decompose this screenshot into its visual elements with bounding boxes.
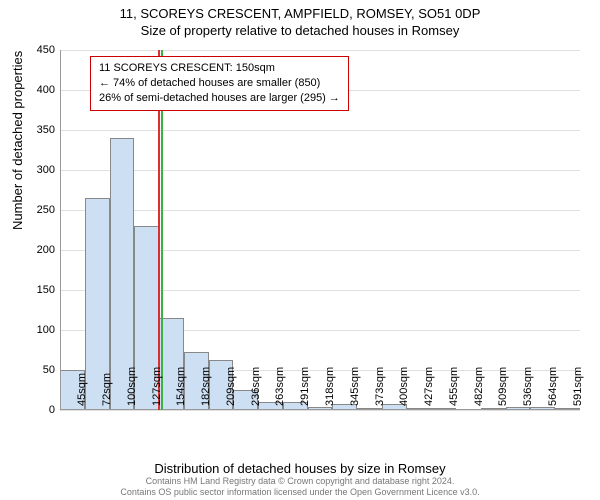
page-title: 11, SCOREYS CRESCENT, AMPFIELD, ROMSEY, …: [0, 0, 600, 21]
x-tick-label: 100sqm: [126, 367, 138, 406]
x-tick-label: 591sqm: [572, 367, 584, 406]
x-tick-label: 345sqm: [349, 367, 361, 406]
y-tick-label: 150: [25, 284, 55, 296]
y-tick-label: 250: [25, 204, 55, 216]
y-axis-line: [60, 50, 61, 410]
x-tick-label: 427sqm: [423, 367, 435, 406]
x-tick-label: 400sqm: [398, 367, 410, 406]
y-tick-label: 450: [25, 44, 55, 56]
x-tick-label: 509sqm: [497, 367, 509, 406]
x-tick-label: 482sqm: [473, 367, 485, 406]
x-tick-label: 182sqm: [200, 367, 212, 406]
x-tick-label: 45sqm: [76, 373, 88, 406]
x-tick-label: 127sqm: [151, 367, 163, 406]
y-tick-label: 0: [25, 404, 55, 416]
x-tick-label: 154sqm: [175, 367, 187, 406]
legend-line3: 26% of semi-detached houses are larger (…: [99, 91, 340, 106]
y-tick-label: 300: [25, 164, 55, 176]
y-axis-title: Number of detached properties: [10, 51, 25, 230]
x-tick-label: 455sqm: [448, 367, 460, 406]
legend-line2: ← 74% of detached houses are smaller (85…: [99, 76, 340, 91]
footer-line2: Contains OS public sector information li…: [0, 487, 600, 498]
x-tick-label: 209sqm: [225, 367, 237, 406]
y-tick-label: 350: [25, 124, 55, 136]
x-axis-line: [60, 409, 580, 410]
plot-area: 050100150200250300350400450 11 SCOREYS C…: [60, 50, 580, 410]
x-tick-label: 318sqm: [324, 367, 336, 406]
y-tick-label: 100: [25, 324, 55, 336]
y-tick-label: 400: [25, 84, 55, 96]
y-tick-label: 50: [25, 364, 55, 376]
x-tick-label: 291sqm: [299, 367, 311, 406]
x-tick-label: 72sqm: [101, 373, 113, 406]
footer-line1: Contains HM Land Registry data © Crown c…: [0, 476, 600, 487]
x-tick-label: 236sqm: [250, 367, 262, 406]
footer: Contains HM Land Registry data © Crown c…: [0, 476, 600, 498]
legend-line1: 11 SCOREYS CRESCENT: 150sqm: [99, 61, 340, 76]
x-tick-label: 373sqm: [374, 367, 386, 406]
page-subtitle: Size of property relative to detached ho…: [0, 21, 600, 38]
x-tick-label: 536sqm: [522, 367, 534, 406]
y-gridline: [60, 410, 580, 411]
x-tick-label: 564sqm: [547, 367, 559, 406]
x-axis-title: Distribution of detached houses by size …: [0, 461, 600, 476]
y-tick-label: 200: [25, 244, 55, 256]
x-tick-label: 263sqm: [274, 367, 286, 406]
legend-box: 11 SCOREYS CRESCENT: 150sqm ← 74% of det…: [90, 56, 349, 111]
